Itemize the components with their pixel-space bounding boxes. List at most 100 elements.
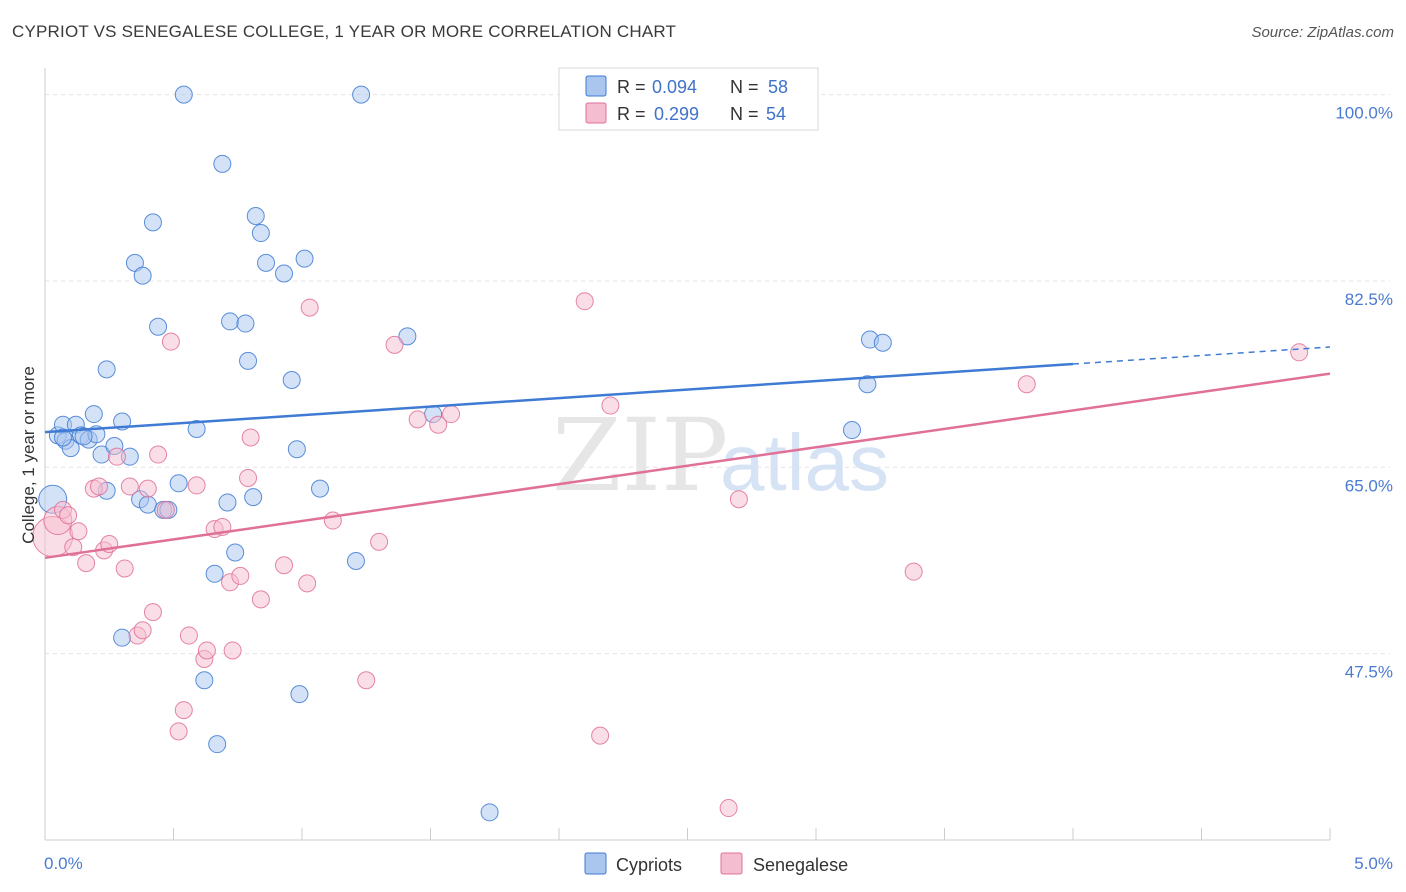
cypriots-point: [208, 735, 227, 754]
senegalese-point: [156, 500, 175, 519]
senegalese-point: [370, 532, 389, 551]
cypriots-points: [38, 85, 892, 822]
cypriots-point: [295, 249, 314, 268]
cypriots-point: [221, 312, 240, 331]
cypriots-point: [53, 428, 72, 447]
bottom-legend-cypriots: Cypriots: [616, 855, 682, 875]
senegalese-point: [357, 671, 376, 690]
cypriots-point: [858, 375, 877, 394]
x-tick-labels: 0.0% 5.0%: [44, 854, 1393, 873]
senegalese-point: [161, 332, 180, 351]
cypriots-point: [226, 543, 245, 562]
cypriots-point: [257, 253, 276, 272]
cypriots-point: [133, 266, 152, 285]
chart-title: CYPRIOT VS SENEGALESE COLLEGE, 1 YEAR OR…: [12, 22, 677, 41]
senegalese-point: [904, 562, 923, 581]
axes: [44, 68, 1331, 841]
senegalese-point: [575, 292, 594, 311]
source-label: Source: ZipAtlas.com: [1251, 24, 1394, 41]
senegalese-point: [231, 566, 250, 585]
legend-swatch-cypriots: [585, 75, 607, 97]
cypriots-point: [236, 314, 255, 333]
cypriots-point: [74, 427, 93, 446]
senegalese-point: [187, 476, 206, 495]
senegalese-point: [107, 447, 126, 466]
senegalese-point: [591, 726, 610, 745]
senegalese-point: [385, 335, 404, 354]
legend-r-label-senegalese: R =: [617, 104, 646, 124]
cypriots-point: [174, 85, 193, 104]
cypriots-point: [287, 440, 306, 459]
cypriots-point: [251, 224, 270, 243]
senegalese-point: [275, 556, 294, 575]
cypriots-point: [244, 488, 263, 507]
cypriots-point: [275, 264, 294, 283]
cypriots-point: [239, 351, 258, 370]
y-tick-label: 47.5%: [1345, 663, 1393, 682]
senegalese-point: [1290, 343, 1309, 362]
legend-n-value-senegalese: 54: [766, 104, 786, 124]
cypriots-trend-line: [44, 362, 1074, 434]
bottom-legend-senegalese: Senegalese: [753, 855, 848, 875]
senegalese-point: [251, 590, 270, 609]
trend-lines: [44, 346, 1331, 560]
senegalese-point: [169, 722, 188, 741]
watermark-atlas: atlas: [720, 418, 889, 507]
x-tick-label: 5.0%: [1354, 854, 1393, 873]
cypriots-point: [352, 85, 371, 104]
correlation-legend: R = 0.094 N = 58 R = 0.299 N = 54: [558, 67, 819, 131]
cypriots-point: [187, 419, 206, 438]
senegalese-point: [729, 490, 748, 509]
cypriots-point: [97, 360, 116, 379]
senegalese-point: [174, 701, 193, 720]
grid-lines: [45, 94, 1390, 655]
cypriots-point: [842, 421, 861, 440]
cypriots-point: [346, 552, 365, 571]
senegalese-point: [64, 538, 83, 557]
y-tick-label: 100.0%: [1335, 104, 1393, 123]
senegalese-point: [59, 506, 78, 525]
senegalese-point: [89, 477, 108, 496]
cypriots-point: [205, 564, 224, 583]
legend-n-label-senegalese: N =: [730, 104, 759, 124]
senegalese-point: [601, 396, 620, 415]
senegalese-point: [115, 559, 134, 578]
legend-r-value-cypriots: 0.094: [652, 77, 697, 97]
senegalese-point: [223, 641, 242, 660]
y-tick-label: 82.5%: [1345, 290, 1393, 309]
cypriots-point: [143, 213, 162, 232]
legend-r-label-cypriots: R =: [617, 77, 646, 97]
senegalese-trend-line: [44, 372, 1331, 560]
cypriots-point: [310, 479, 329, 498]
senegalese-point: [429, 415, 448, 434]
senegalese-point: [298, 574, 317, 593]
senegalese-point: [239, 468, 258, 487]
legend-n-value-cypriots: 58: [768, 77, 788, 97]
cypriots-point: [218, 493, 237, 512]
senegalese-point: [77, 554, 96, 573]
cypriots-point: [149, 317, 168, 336]
senegalese-point: [1017, 375, 1036, 394]
x-tick-label: 0.0%: [44, 854, 83, 873]
watermark: ZIP atlas: [552, 397, 889, 514]
cypriots-point: [480, 803, 499, 822]
bottom-legend-swatch-cypriots: [584, 852, 607, 875]
y-tick-labels: 47.5% 65.0% 82.5% 100.0%: [1335, 104, 1393, 682]
cypriots-point: [246, 207, 265, 226]
y-tick-label: 65.0%: [1345, 476, 1393, 495]
cypriots-point: [873, 333, 892, 352]
cypriots-trend-extension: [1072, 346, 1331, 365]
cypriots-point: [138, 495, 157, 514]
senegalese-point: [241, 428, 260, 447]
cypriots-point: [282, 370, 301, 389]
series-legend: Cypriots Senegalese: [584, 852, 848, 875]
senegalese-point: [120, 477, 139, 496]
senegalese-point: [300, 298, 319, 317]
cypriots-point: [290, 685, 309, 704]
senegalese-point: [143, 603, 162, 622]
legend-r-value-senegalese: 0.299: [654, 104, 699, 124]
senegalese-point: [719, 799, 738, 818]
watermark-zip: ZIP: [552, 397, 728, 514]
senegalese-point: [442, 405, 461, 424]
senegalese-point: [138, 479, 157, 498]
